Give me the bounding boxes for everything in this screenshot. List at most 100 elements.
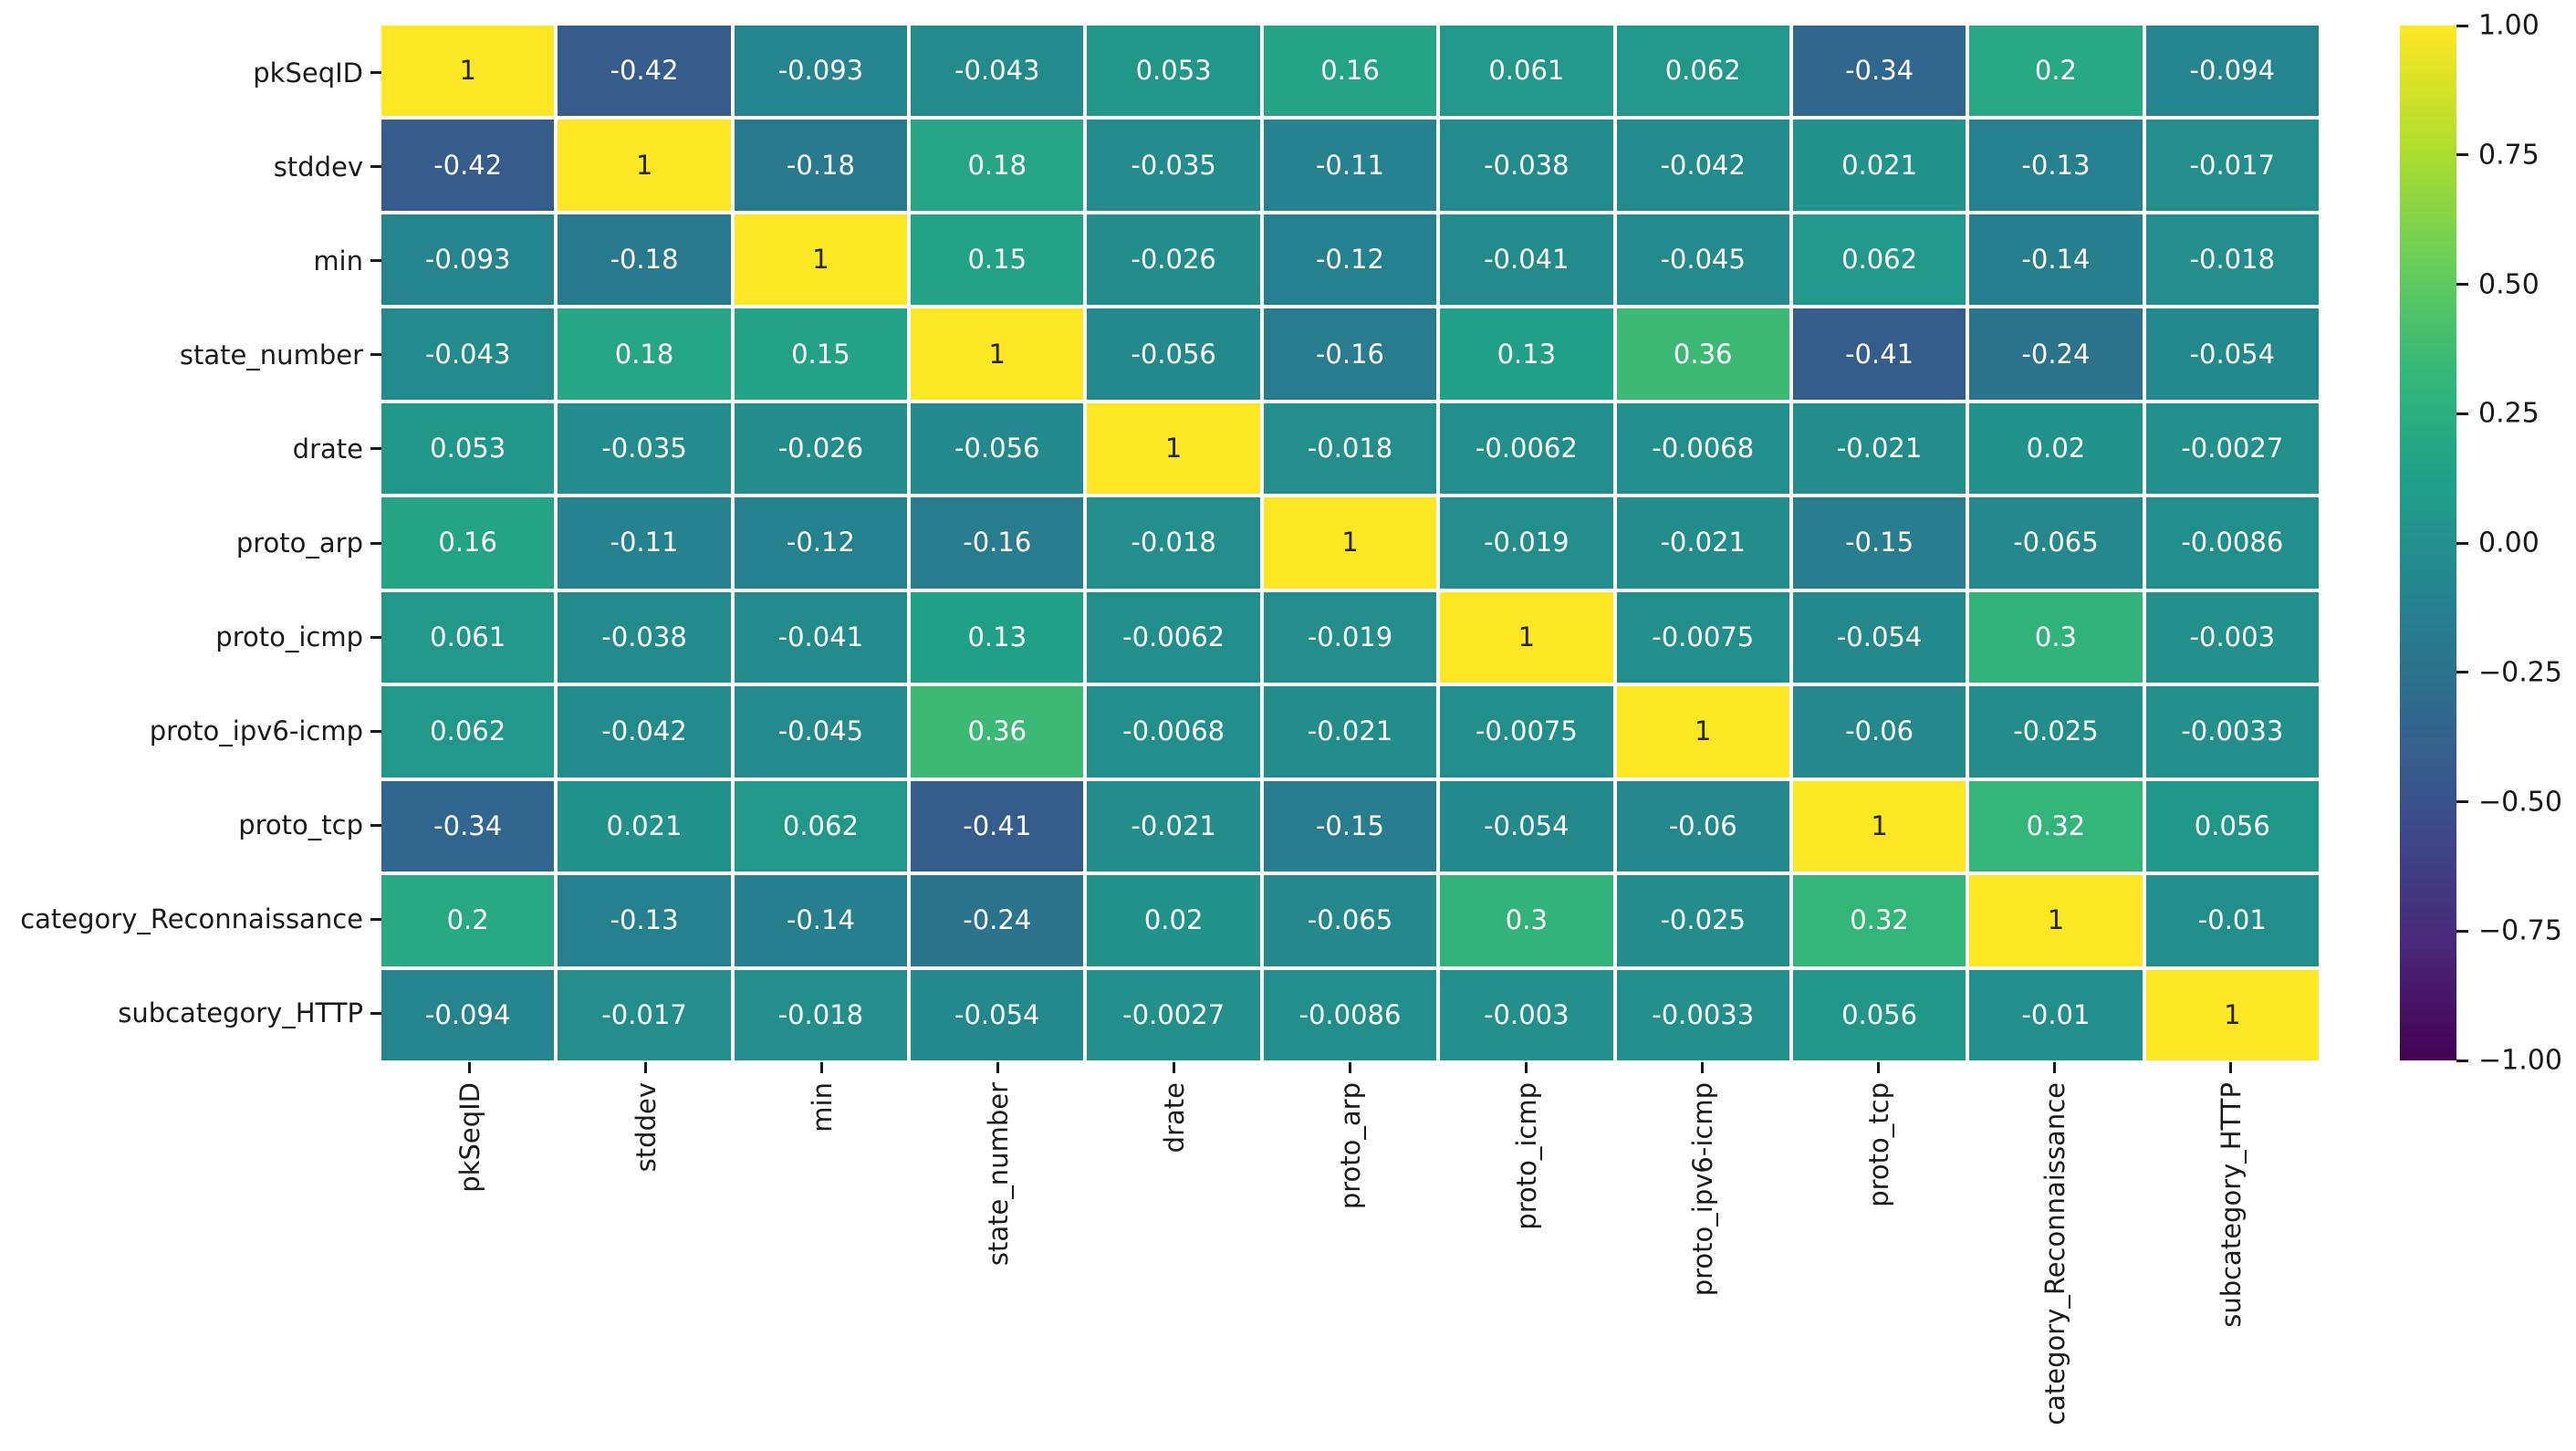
y-tick-mark [370, 71, 381, 75]
x-tick-label: proto_tcp [1862, 1082, 1894, 1207]
x-tick-col: proto_tcp [1790, 1062, 1966, 1425]
y-tick-label: stddev [273, 151, 363, 183]
heatmap-cell: -0.018 [734, 969, 908, 1060]
heatmap-cell: -0.054 [911, 969, 1084, 1060]
colorbar-tick-label: −0.75 [2478, 914, 2562, 947]
heatmap-cell: 0.16 [1263, 26, 1437, 117]
heatmap-cell: -0.054 [2145, 308, 2319, 400]
y-tick-row: drate [0, 402, 381, 496]
heatmap-cell: -0.13 [558, 875, 731, 966]
heatmap-cell: 0.2 [381, 875, 555, 966]
y-tick-row: stddev [0, 120, 381, 214]
x-tick-label: stddev [630, 1082, 662, 1173]
x-tick-label: category_Reconnaissance [2039, 1082, 2070, 1425]
heatmap-cell: -0.12 [1263, 214, 1437, 306]
heatmap-cell: -0.021 [1263, 686, 1437, 778]
heatmap-cell: -0.003 [1440, 969, 1613, 1060]
heatmap-cell: -0.035 [558, 402, 731, 495]
y-tick-mark [370, 729, 381, 733]
y-tick-label: min [313, 245, 363, 277]
heatmap-cell: 1 [1616, 686, 1789, 778]
heatmap-cell: -0.019 [1440, 497, 1613, 589]
x-tick-mark [1525, 1062, 1528, 1073]
heatmap-cell: 1 [2145, 969, 2319, 1060]
colorbar-tick-label: 0.25 [2478, 397, 2539, 430]
heatmap-cell: -0.0075 [1440, 686, 1613, 778]
heatmap-cell: 0.056 [2145, 780, 2319, 872]
colorbar-tick-mark [2456, 283, 2468, 286]
heatmap-cell: -0.017 [2145, 120, 2319, 211]
colorbar-tick-label: 0.50 [2478, 268, 2539, 300]
heatmap-cell: -0.0086 [1263, 969, 1437, 1060]
y-tick-mark [370, 917, 381, 921]
y-tick-row: category_Reconnaissance [0, 872, 381, 966]
heatmap-cell: 1 [558, 120, 731, 211]
heatmap-cell: 1 [911, 308, 1084, 400]
heatmap-cell: -0.018 [2145, 214, 2319, 306]
x-tick-col: proto_ipv6-icmp [1614, 1062, 1790, 1425]
colorbar-tick-mark [2456, 541, 2468, 545]
heatmap-cell: -0.0027 [1087, 969, 1260, 1060]
colorbar-tick-mark [2456, 929, 2468, 933]
heatmap-cell: -0.16 [911, 497, 1084, 589]
heatmap-cell: -0.24 [911, 875, 1084, 966]
heatmap-cell: -0.045 [1616, 214, 1789, 306]
heatmap-cell: -0.065 [1263, 875, 1437, 966]
heatmap-cell: 0.32 [1792, 875, 1966, 966]
heatmap-cell: -0.054 [1440, 780, 1613, 872]
heatmap-cell: -0.093 [734, 26, 908, 117]
heatmap-cell: 0.2 [1969, 26, 2143, 117]
y-tick-row: state_number [0, 308, 381, 402]
x-tick-mark [1349, 1062, 1351, 1073]
heatmap-cell: 0.062 [1792, 214, 1966, 306]
heatmap-cell: 0.02 [1087, 875, 1260, 966]
heatmap-cell: 0.053 [1087, 26, 1260, 117]
y-tick-label: proto_arp [235, 527, 363, 559]
heatmap-cell: 0.056 [1792, 969, 1966, 1060]
heatmap-cell: 0.13 [1440, 308, 1613, 400]
y-tick-row: pkSeqID [0, 26, 381, 120]
heatmap-cell: -0.0086 [2145, 497, 2319, 589]
heatmap-cell: 0.062 [381, 686, 555, 778]
heatmap-cell: -0.021 [1087, 780, 1260, 872]
heatmap-cell: 0.3 [1440, 875, 1613, 966]
y-tick-mark [370, 447, 381, 451]
heatmap-cell: 0.32 [1969, 780, 2143, 872]
heatmap-cell: -0.14 [1969, 214, 2143, 306]
colorbar-tick-mark [2456, 153, 2468, 157]
heatmap-cell: 0.15 [911, 214, 1084, 306]
x-tick-col: proto_arp [1262, 1062, 1438, 1425]
heatmap-cell: -0.003 [2145, 591, 2319, 684]
heatmap-cell: -0.42 [558, 26, 731, 117]
heatmap-cell: 1 [734, 214, 908, 306]
heatmap-cell: -0.056 [1087, 308, 1260, 400]
y-tick-mark [370, 165, 381, 169]
x-tick-mark [1877, 1062, 1880, 1073]
heatmap-cell: -0.026 [734, 402, 908, 495]
heatmap-cell: -0.094 [2145, 26, 2319, 117]
heatmap-cell: -0.041 [1440, 214, 1613, 306]
colorbar-tick-label: −0.50 [2478, 786, 2562, 818]
x-tick-label: min [806, 1082, 838, 1133]
heatmap-cell: -0.042 [558, 686, 731, 778]
heatmap-cell: -0.18 [558, 214, 731, 306]
y-tick-row: min [0, 214, 381, 308]
heatmap-cell: 0.13 [911, 591, 1084, 684]
heatmap-cell: -0.021 [1616, 497, 1789, 589]
y-tick-row: proto_arp [0, 496, 381, 590]
heatmap-cell: 0.062 [734, 780, 908, 872]
heatmap-cell: 0.053 [381, 402, 555, 495]
x-tick-label: subcategory_HTTP [2215, 1082, 2247, 1328]
heatmap-cell: -0.13 [1969, 120, 2143, 211]
heatmap-cell: -0.01 [1969, 969, 2143, 1060]
heatmap-cell: -0.093 [381, 214, 555, 306]
heatmap-cell: -0.01 [2145, 875, 2319, 966]
heatmap-cell: -0.06 [1792, 686, 1966, 778]
heatmap-cell: -0.041 [734, 591, 908, 684]
heatmap-cell: -0.018 [1263, 402, 1437, 495]
heatmap-cell: 0.36 [911, 686, 1084, 778]
heatmap-cell: -0.0062 [1087, 591, 1260, 684]
heatmap-cell: -0.017 [558, 969, 731, 1060]
heatmap-cell: 0.18 [558, 308, 731, 400]
heatmap-cell: -0.24 [1969, 308, 2143, 400]
